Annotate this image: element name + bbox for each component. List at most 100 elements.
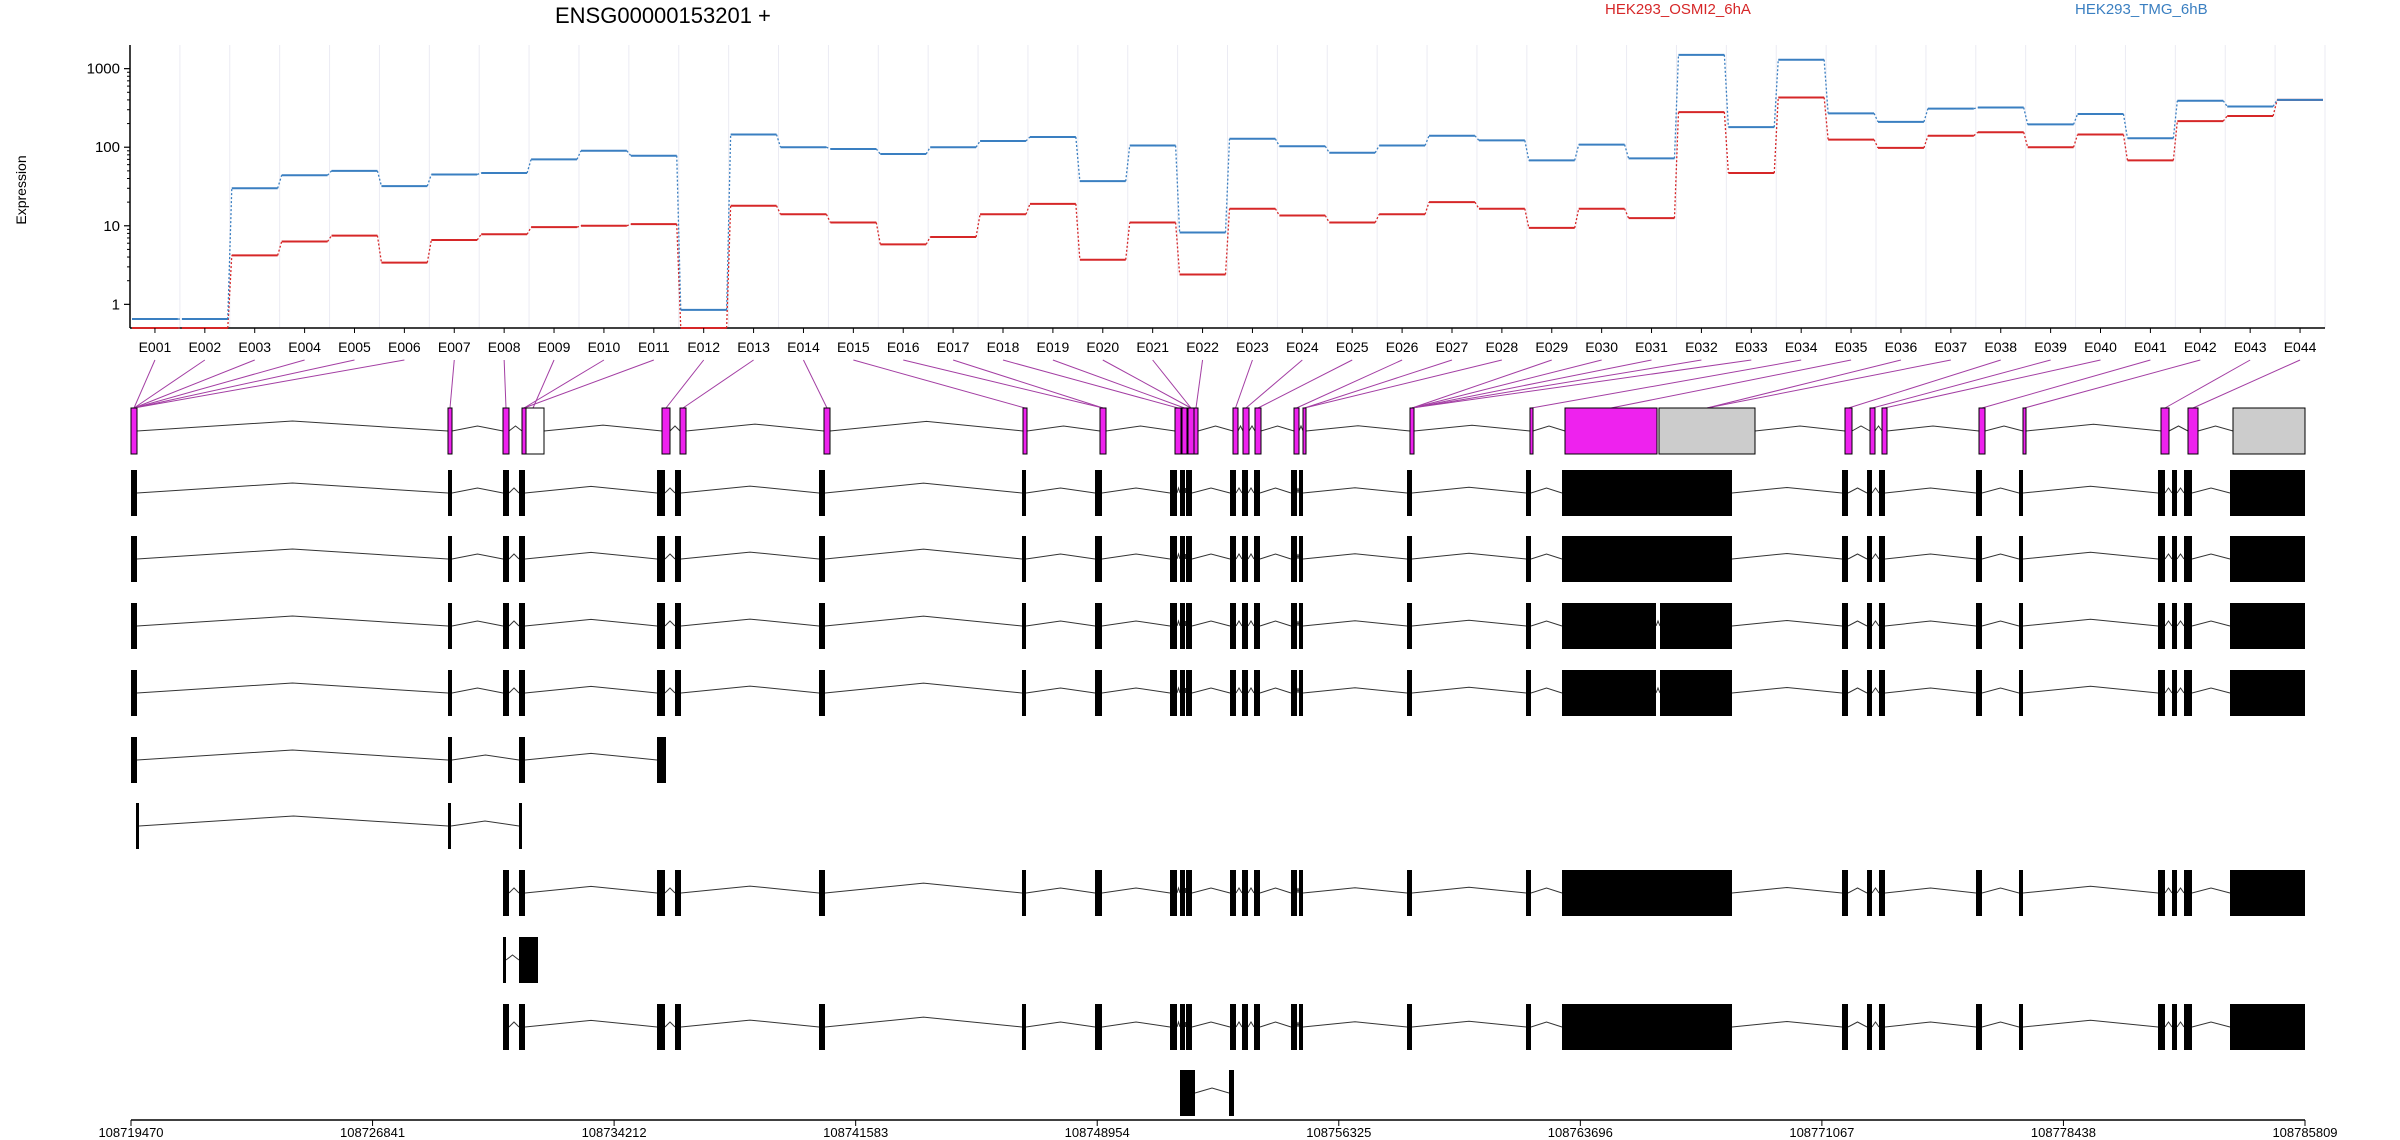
transcript-intron xyxy=(664,687,676,694)
series-link xyxy=(1174,145,1181,233)
transcript-intron xyxy=(1847,887,1868,894)
transcript-exon xyxy=(1230,670,1236,716)
transcript-intron xyxy=(2191,887,2231,894)
exon-connector xyxy=(133,359,255,409)
exon-label: E040 xyxy=(2084,339,2117,355)
transcript-exon xyxy=(819,536,825,582)
transcript-intron xyxy=(1191,687,1231,694)
transcript-intron xyxy=(1191,487,1231,494)
exon-label: E017 xyxy=(937,339,970,355)
transcript-intron xyxy=(1411,886,1527,894)
transcript-exon xyxy=(1291,870,1297,916)
transcript-exon xyxy=(1242,670,1248,716)
transcript-exon xyxy=(503,603,509,649)
series-link xyxy=(1224,208,1231,275)
transcript-intron xyxy=(824,682,1023,694)
exon-connector xyxy=(1235,359,1253,409)
transcript-exon xyxy=(1242,536,1248,582)
transcript-exon xyxy=(1230,603,1236,649)
transcript-8 xyxy=(503,937,538,983)
transcript-intron xyxy=(1025,687,1096,694)
transcript-exon xyxy=(2158,470,2165,516)
transcripts xyxy=(131,470,2305,1116)
transcript-intron xyxy=(1871,553,1880,560)
transcript-exon xyxy=(1170,870,1177,916)
transcript-exon xyxy=(1180,536,1185,582)
exon-connectors xyxy=(133,359,2301,409)
series-link xyxy=(925,236,931,245)
transcript-exon xyxy=(2172,670,2177,716)
transcript-exon xyxy=(1407,1004,1412,1050)
series-link xyxy=(775,205,782,215)
transcript-7 xyxy=(503,870,2305,916)
series-link xyxy=(2122,134,2129,161)
series-link xyxy=(2272,99,2278,107)
transcript-exon xyxy=(2172,603,2177,649)
gene-intron xyxy=(1984,425,2024,432)
transcript-intron xyxy=(508,487,520,494)
exon-label: E028 xyxy=(1486,339,1519,355)
transcript-intron xyxy=(1235,887,1243,894)
transcript-exon xyxy=(1867,1004,1872,1050)
transcript-intron xyxy=(1101,487,1171,494)
transcript-intron xyxy=(1731,886,1843,894)
axes: 1000 100 10 1 xyxy=(87,45,2325,329)
transcript-intron xyxy=(451,487,504,494)
transcript-exon xyxy=(1170,1004,1177,1050)
series-link xyxy=(725,205,732,329)
transcript-exon xyxy=(2019,670,2023,716)
series-link xyxy=(2122,113,2129,139)
transcript-exon xyxy=(2172,470,2177,516)
transcript-exon xyxy=(1170,536,1177,582)
transcript-intron xyxy=(508,620,520,627)
transcript-exon xyxy=(1526,870,1531,916)
transcript-intron xyxy=(1191,620,1231,627)
y-axis-label: Expression xyxy=(13,155,29,224)
transcript-intron xyxy=(1871,487,1880,494)
transcript-intron xyxy=(508,687,520,694)
transcript-exon xyxy=(1867,603,1872,649)
transcript-exon xyxy=(657,670,665,716)
transcript-exon xyxy=(2230,603,2305,649)
transcript-intron xyxy=(136,482,449,494)
transcript-exon xyxy=(1562,870,1732,916)
exon-label: E018 xyxy=(987,339,1020,355)
exon-E015 xyxy=(1022,407,1028,455)
transcript-exon xyxy=(1230,1004,1236,1050)
series-link xyxy=(925,146,931,155)
transcript-intron xyxy=(524,618,658,627)
transcript-exon xyxy=(2019,870,2023,916)
series-link xyxy=(1524,208,1530,229)
series-link xyxy=(476,172,482,176)
transcript-intron xyxy=(1184,620,1187,627)
exon-label: E002 xyxy=(188,339,221,355)
transcript-exon xyxy=(448,470,452,516)
transcript-intron xyxy=(1247,887,1255,894)
exon-E042 xyxy=(2022,407,2027,455)
transcript-exon xyxy=(131,670,137,716)
transcript-intron xyxy=(1296,620,1300,627)
transcript-intron xyxy=(451,620,504,627)
series-link xyxy=(1075,203,1081,260)
transcript-exon xyxy=(1022,1004,1026,1050)
transcript-intron xyxy=(2176,553,2185,560)
exon-connector xyxy=(1296,359,1403,409)
transcript-exon xyxy=(1022,670,1026,716)
exon-label: E026 xyxy=(1386,339,1419,355)
transcript-intron xyxy=(1302,553,1408,560)
transcript-exon xyxy=(1879,536,1885,582)
transcript-intron xyxy=(2191,487,2231,494)
transcript-intron xyxy=(1871,620,1880,627)
series-link xyxy=(2072,113,2079,125)
transcript-intron xyxy=(1981,620,2020,627)
gene-intron xyxy=(2197,425,2234,432)
transcript-intron xyxy=(664,553,676,560)
exon-label: E032 xyxy=(1685,339,1718,355)
transcript-exon xyxy=(2158,670,2165,716)
transcript-intron xyxy=(1259,553,1292,560)
transcript-exon xyxy=(1976,536,1982,582)
transcript-exon xyxy=(448,737,452,783)
series-lines xyxy=(132,53,2323,329)
transcript-exon xyxy=(657,470,665,516)
genomic-axis: 108719470 108726841 108734212 108741583 1087… xyxy=(98,1119,2338,1140)
